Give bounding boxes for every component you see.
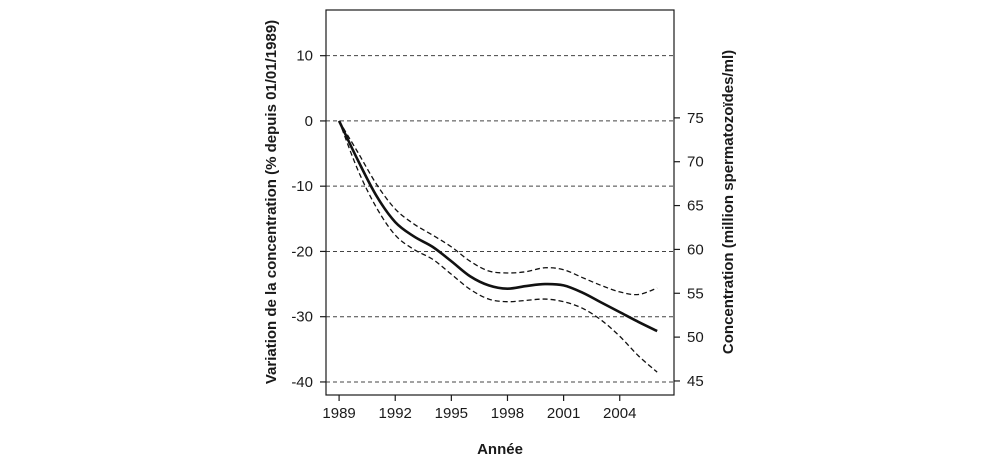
x-tick-label-1: 1992 <box>379 405 412 422</box>
plot-frame <box>325 9 675 396</box>
x-tick-label-0: 1989 <box>322 405 355 422</box>
series-line-estimate <box>337 120 658 333</box>
series-layer <box>337 120 658 373</box>
x-tick-label-3: 1998 <box>491 405 524 422</box>
right-y-tick-label-4: 55 <box>687 285 704 302</box>
right-y-tick-label-3: 60 <box>687 241 704 258</box>
left-y-tick-label-3: -20 <box>291 243 313 260</box>
x-tick-label-4: 2001 <box>547 405 580 422</box>
left-y-axis-title: Variation de la concentration (% depuis … <box>263 20 280 384</box>
left-y-tick-label-1: 0 <box>305 113 313 130</box>
x-tick-label-2: 1995 <box>435 405 468 422</box>
left-y-tick-label-5: -40 <box>291 374 313 391</box>
right-y-tick-label-0: 75 <box>687 110 704 127</box>
right-y-tick-label-5: 50 <box>687 329 704 346</box>
left-y-tick-label-2: -10 <box>291 178 313 195</box>
left-y-tick-label-0: 10 <box>296 48 313 65</box>
x-axis-title: Année <box>477 441 523 458</box>
series-line-lower-ci <box>338 120 658 373</box>
x-tick-label-5: 2004 <box>603 405 636 422</box>
axes <box>320 9 680 401</box>
gridlines <box>326 55 674 383</box>
right-y-tick-label-6: 45 <box>687 373 704 390</box>
tick-labels: 10 0 -10 -20 -30 -40 75 70 65 60 55 50 45 1989 1992 199… <box>291 48 703 422</box>
left-y-tick-label-4: -30 <box>291 309 313 326</box>
right-y-tick-label-1: 70 <box>687 154 704 171</box>
right-y-axis-title: Concentration (million spermatozoïdes/ml… <box>720 50 737 354</box>
series-line-upper-ci <box>338 120 658 296</box>
right-y-tick-label-2: 65 <box>687 198 704 215</box>
